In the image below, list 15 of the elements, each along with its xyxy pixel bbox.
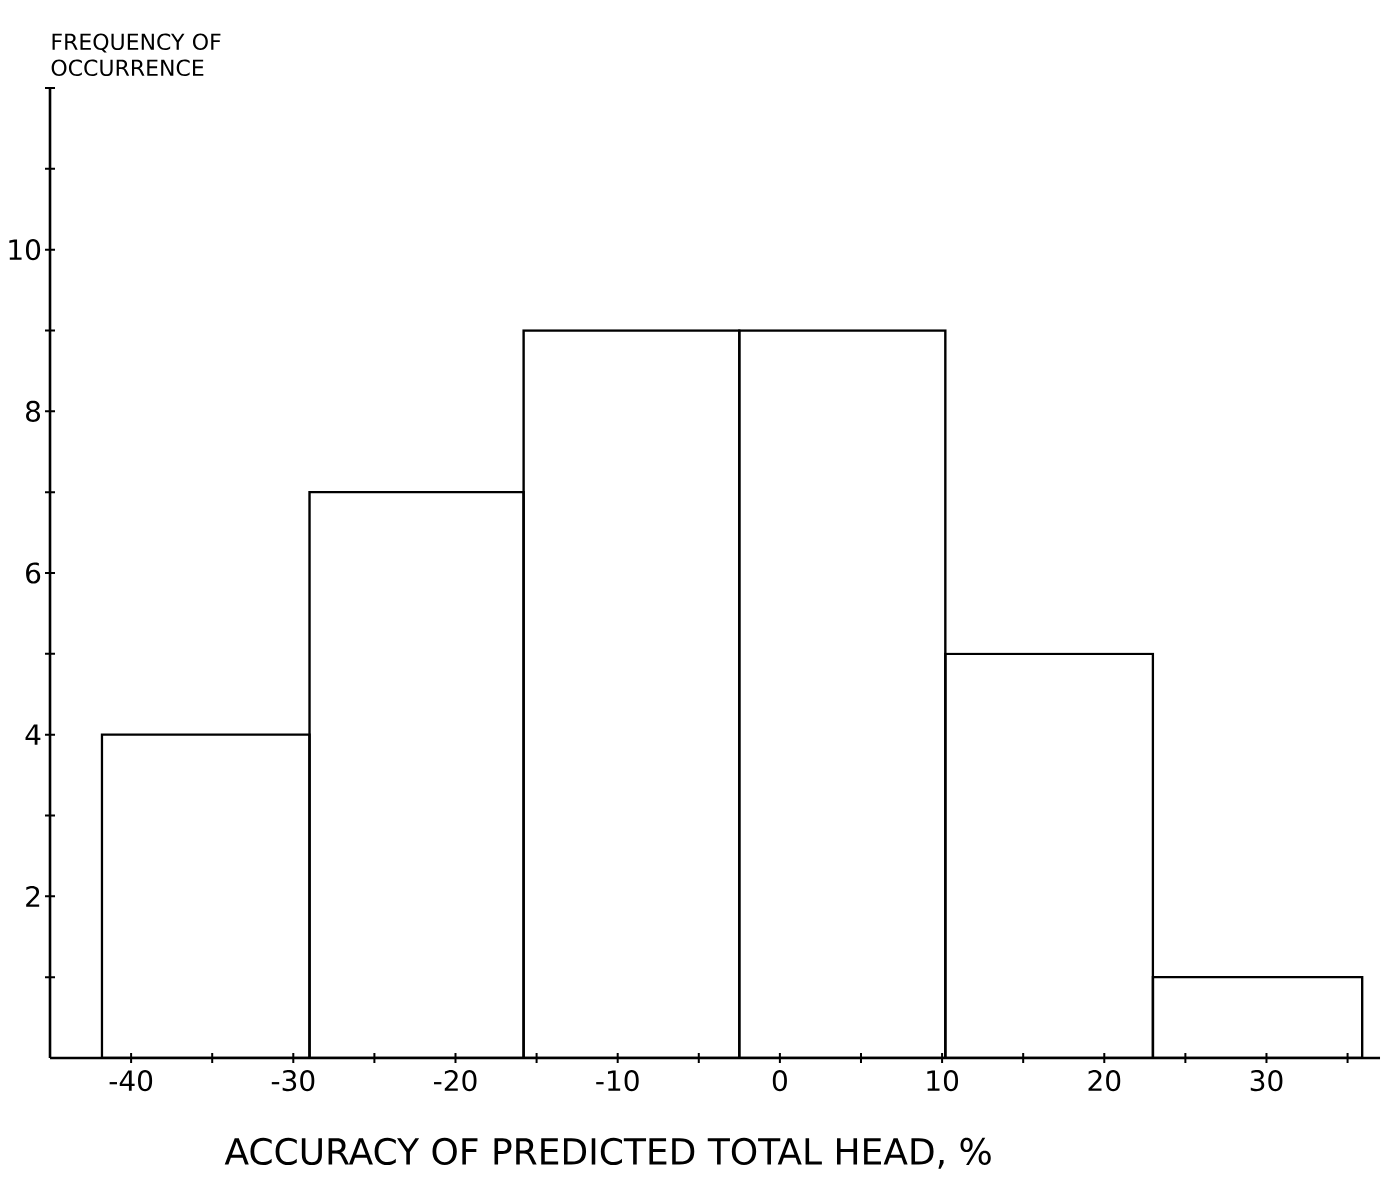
x-axis-title: ACCURACY OF PREDICTED TOTAL HEAD, % — [224, 1137, 991, 1169]
x-tick-label: 20 — [1088, 1070, 1121, 1092]
x-tick-label: -20 — [434, 1070, 477, 1092]
x-tick-label: -30 — [271, 1070, 315, 1092]
y-tick-label: 6 — [26, 562, 41, 584]
y-tick-label: 2 — [26, 885, 40, 907]
x-tick-label: -40 — [109, 1070, 153, 1092]
y-axis-title: FREQUENCY OF OCCURRENCE — [51, 33, 221, 77]
x-tick-label: -10 — [596, 1070, 639, 1092]
y-tick-label: 10 — [9, 239, 41, 261]
x-tick-label: 0 — [772, 1070, 787, 1092]
y-tick-label: 8 — [26, 400, 41, 422]
x-tick-label: 30 — [1250, 1070, 1283, 1092]
x-tick-label: 10 — [927, 1070, 959, 1092]
y-tick-label: 4 — [25, 724, 41, 745]
